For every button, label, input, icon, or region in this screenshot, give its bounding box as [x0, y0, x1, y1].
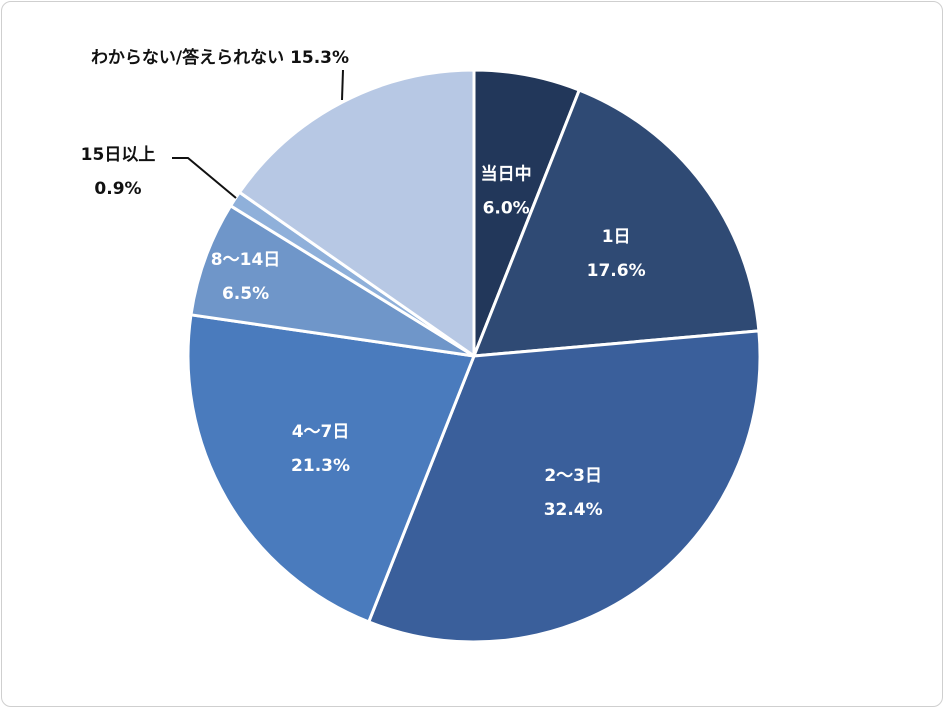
slice-category-label: 15日以上 — [81, 145, 156, 165]
slice-value-label: 32.4% — [544, 500, 603, 520]
slice-category-label: 2～3日 — [544, 466, 602, 486]
slice-category-label: 当日中 — [481, 163, 532, 184]
pie-slice — [237, 68, 476, 358]
pie-slice — [472, 88, 761, 358]
slice-category-label: 1日 — [602, 227, 631, 247]
slice-value-label: 21.3% — [291, 456, 350, 476]
slice-value-label: 0.9% — [94, 179, 141, 199]
slice-label-combined: わからない/答えられない 15.3% — [91, 47, 349, 68]
slice-category-label: 4～7日 — [292, 422, 350, 442]
slice-value-label: 17.6% — [587, 261, 646, 281]
leader-line — [341, 69, 344, 101]
slice-value-label: 6.5% — [222, 284, 269, 304]
pie-slice — [186, 313, 476, 624]
pie-slice — [189, 204, 476, 358]
slice-value-label: 6.0% — [483, 198, 530, 218]
slice-category-label: 8～14日 — [211, 250, 281, 270]
pie-slice — [367, 329, 762, 644]
leader-line — [172, 157, 237, 199]
